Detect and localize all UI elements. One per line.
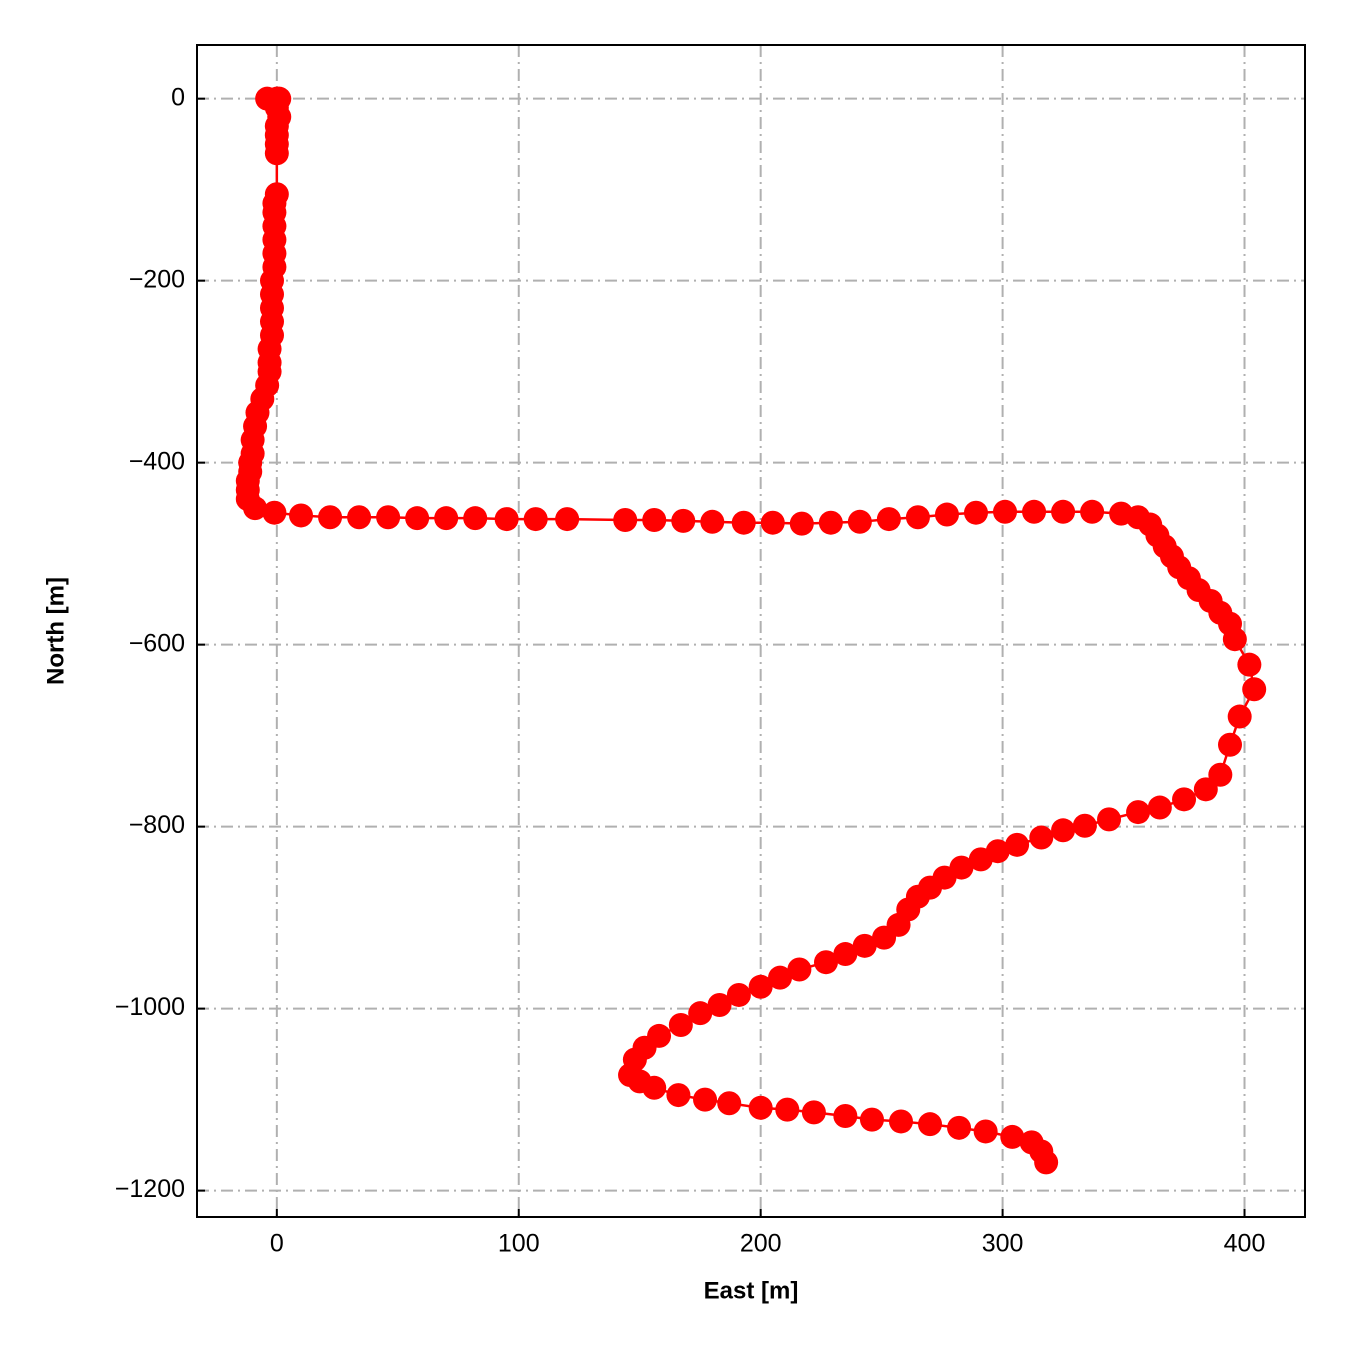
- point-marker: [405, 506, 430, 531]
- point-marker: [1147, 795, 1172, 820]
- point-marker: [1080, 499, 1105, 524]
- point-marker: [688, 1001, 713, 1026]
- point-marker: [1051, 818, 1076, 843]
- point-marker: [852, 933, 877, 958]
- point-marker: [775, 1097, 800, 1122]
- point-marker: [1072, 813, 1097, 838]
- point-marker: [1237, 652, 1262, 677]
- point-marker: [523, 507, 548, 532]
- x-tick-label: 400: [1224, 1230, 1266, 1258]
- point-marker: [434, 506, 459, 531]
- x-tick-label: 200: [740, 1230, 782, 1258]
- point-marker: [318, 505, 343, 530]
- point-marker: [859, 1107, 884, 1132]
- point-marker: [731, 510, 756, 535]
- point-marker: [1242, 677, 1267, 702]
- point-marker: [905, 505, 930, 530]
- y-axis-label: North [m]: [42, 577, 69, 685]
- y-tick-label: −400: [129, 447, 185, 475]
- point-marker: [968, 847, 993, 872]
- point-marker: [789, 511, 814, 536]
- y-tick-label: −200: [129, 265, 185, 293]
- point-marker: [671, 508, 696, 533]
- point-marker: [918, 1112, 943, 1137]
- point-marker: [1218, 732, 1243, 757]
- point-marker: [726, 982, 751, 1007]
- point-marker: [993, 499, 1018, 524]
- y-tick-label: −1200: [115, 1175, 185, 1203]
- point-marker: [264, 141, 289, 166]
- point-marker: [1000, 1124, 1025, 1149]
- point-marker: [748, 1095, 773, 1120]
- point-marker: [668, 1013, 693, 1038]
- point-marker: [947, 1115, 972, 1140]
- point-marker: [347, 505, 372, 530]
- point-marker: [1097, 807, 1122, 832]
- point-marker: [666, 1083, 691, 1108]
- point-marker: [613, 507, 638, 532]
- x-tick-label: 100: [498, 1230, 540, 1258]
- point-marker: [555, 507, 580, 532]
- point-marker: [243, 496, 268, 521]
- point-marker: [847, 509, 872, 534]
- point-marker: [693, 1087, 718, 1112]
- point-marker: [973, 1119, 998, 1144]
- point-marker: [833, 942, 858, 967]
- y-tick-label: −600: [129, 629, 185, 657]
- x-tick-label: 0: [270, 1230, 284, 1258]
- point-marker: [1126, 800, 1151, 825]
- point-marker: [642, 1075, 667, 1100]
- point-marker: [1034, 1150, 1059, 1175]
- track-line: [246, 97, 1256, 1163]
- x-axis-label: East [m]: [704, 1277, 799, 1304]
- point-marker: [872, 925, 897, 950]
- point-marker: [813, 950, 838, 975]
- point-marker: [801, 1100, 826, 1125]
- point-marker: [888, 1109, 913, 1134]
- y-tick-label: −1000: [115, 993, 185, 1021]
- point-marker: [963, 500, 988, 525]
- point-marker: [818, 510, 843, 535]
- point-marker: [1193, 777, 1218, 802]
- point-marker: [1208, 762, 1233, 787]
- point-marker: [717, 1091, 742, 1116]
- point-marker: [289, 503, 314, 528]
- point-marker: [1051, 499, 1076, 524]
- point-marker: [1022, 499, 1047, 524]
- point-marker: [760, 510, 785, 535]
- y-tick-label: −800: [129, 811, 185, 839]
- point-marker: [748, 974, 773, 999]
- point-marker: [934, 502, 959, 527]
- point-marker: [1005, 832, 1030, 857]
- point-marker: [642, 507, 667, 532]
- point-marker: [1029, 825, 1054, 850]
- point-marker: [494, 507, 519, 532]
- point-marker: [376, 505, 401, 530]
- plot-frame: [196, 44, 1306, 1218]
- point-marker: [787, 957, 812, 982]
- point-marker: [707, 992, 732, 1017]
- point-marker: [1172, 787, 1197, 812]
- point-marker: [768, 965, 793, 990]
- point-marker: [262, 500, 287, 525]
- y-tick-label: 0: [171, 83, 185, 111]
- point-marker: [1222, 627, 1247, 652]
- point-marker: [700, 509, 725, 534]
- point-marker: [876, 507, 901, 532]
- point-marker: [1227, 704, 1252, 729]
- point-marker: [463, 506, 488, 531]
- point-marker: [833, 1103, 858, 1128]
- x-tick-label: 300: [982, 1230, 1024, 1258]
